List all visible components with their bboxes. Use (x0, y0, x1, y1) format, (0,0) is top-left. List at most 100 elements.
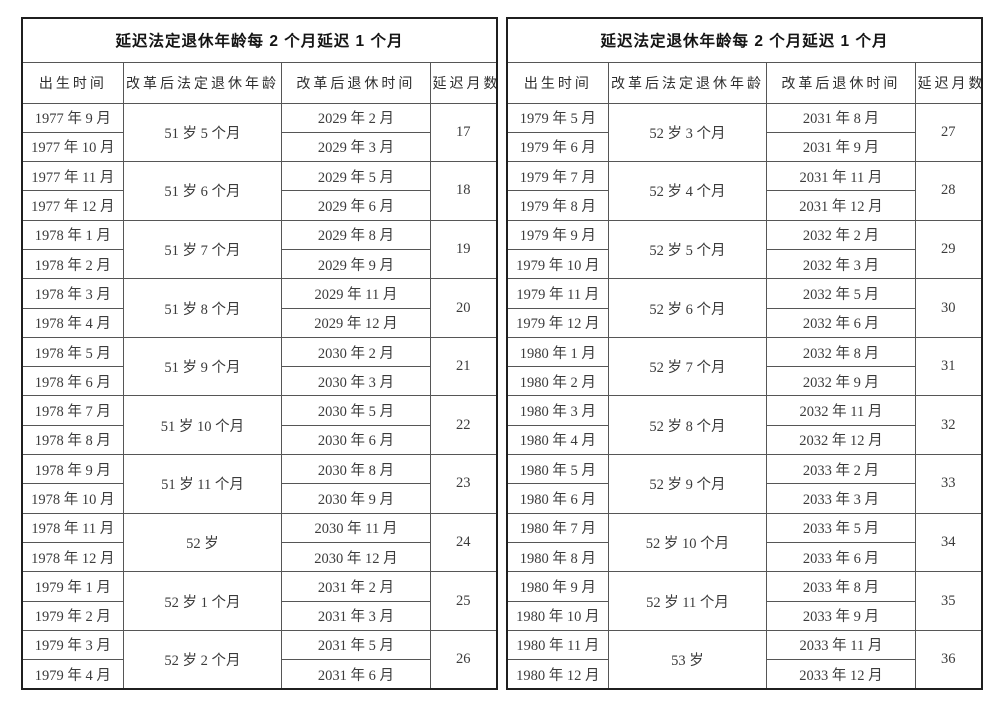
table-row: 1978 年 8 月 2030 年 6 月 (21, 424, 497, 456)
birth-month-cell: 1979 年 10 月 (506, 248, 609, 280)
delay-months-cell: 20 (429, 278, 498, 338)
table-row: 1980 年 4 月 2032 年 12 月 (506, 424, 982, 456)
retirement-age-cell: 52 岁 8 个月 (607, 395, 768, 456)
col-header-post-reform-statutory-age: 改革后法定退休年龄 (122, 61, 283, 104)
retirement-date-cell: 2029 年 12 月 (281, 307, 431, 338)
birth-month-cell: 1978 年 6 月 (21, 366, 124, 397)
column-header-row: 出生时间 改革后法定退休年龄 改革后退休时间 延迟月数 (21, 61, 498, 104)
retirement-age-cell: 51 岁 9 个月 (122, 336, 283, 397)
retirement-age-cell: 52 岁 9 个月 (607, 454, 768, 514)
table-row: 1977 年 11 月 51 岁 6 个月 2029 年 5 月 18 (21, 161, 498, 221)
birth-month-cell: 1979 年 9 月 (506, 219, 609, 250)
table-row: 1978 年 10 月 2030 年 9 月 (21, 483, 497, 514)
delay-months-cell: 18 (429, 161, 498, 221)
retirement-date-cell: 2030 年 11 月 (281, 512, 431, 543)
retirement-date-cell: 2029 年 8 月 (281, 219, 431, 250)
table-row: 1977 年 10 月 2029 年 3 月 (21, 131, 497, 163)
retirement-age-cell: 52 岁 2 个月 (122, 629, 283, 690)
birth-month-cell: 1979 年 1 月 (21, 571, 124, 602)
retirement-date-cell: 2029 年 6 月 (281, 190, 431, 221)
table-row: 1980 年 7 月 52 岁 10 个月 2033 年 5 月 34 (506, 512, 983, 573)
retirement-date-cell: 2031 年 11 月 (766, 161, 916, 192)
retirement-date-cell: 2031 年 6 月 (281, 659, 431, 690)
birth-month-cell: 1978 年 12 月 (21, 541, 124, 573)
col-header-post-reform-retirement-time: 改革后退休时间 (766, 61, 916, 104)
table-row: 1978 年 2 月 2029 年 9 月 (21, 248, 497, 280)
delay-months-cell: 26 (429, 629, 498, 690)
retirement-date-cell: 2033 年 3 月 (766, 483, 916, 514)
retirement-age-cell: 52 岁 (122, 512, 283, 573)
table-row: 1980 年 11 月 53 岁 2033 年 11 月 36 (506, 629, 983, 690)
delay-months-cell: 28 (914, 161, 983, 221)
retirement-age-cell: 52 岁 5 个月 (607, 219, 768, 280)
table-row: 1979 年 9 月 52 岁 5 个月 2032 年 2 月 29 (506, 219, 983, 280)
retirement-date-cell: 2030 年 5 月 (281, 395, 431, 426)
delay-months-cell: 34 (914, 512, 983, 573)
birth-month-cell: 1979 年 3 月 (21, 629, 124, 661)
retirement-date-cell: 2032 年 12 月 (766, 424, 916, 456)
table-row: 1980 年 6 月 2033 年 3 月 (506, 483, 982, 514)
retirement-date-cell: 2031 年 9 月 (766, 131, 916, 163)
retirement-date-cell: 2030 年 6 月 (281, 424, 431, 456)
table-row: 1978 年 12 月 2030 年 12 月 (21, 541, 497, 573)
retirement-table-left: 延迟法定退休年龄每 2 个月延迟 1 个月 出生时间 改革后法定退休年龄 改革后… (21, 17, 498, 690)
birth-month-cell: 1977 年 9 月 (21, 102, 124, 133)
col-header-delay-months: 延迟月数 (429, 61, 498, 104)
retirement-date-cell: 2031 年 8 月 (766, 102, 916, 133)
birth-month-cell: 1977 年 11 月 (21, 161, 124, 192)
birth-month-cell: 1979 年 11 月 (506, 278, 609, 309)
delay-months-cell: 23 (429, 454, 498, 514)
table-row: 1978 年 7 月 51 岁 10 个月 2030 年 5 月 22 (21, 395, 498, 456)
retirement-date-cell: 2032 年 6 月 (766, 307, 916, 338)
delay-months-cell: 22 (429, 395, 498, 456)
table-row: 1978 年 1 月 51 岁 7 个月 2029 年 8 月 19 (21, 219, 498, 280)
retirement-date-cell: 2030 年 2 月 (281, 336, 431, 368)
birth-month-cell: 1980 年 10 月 (506, 600, 609, 631)
birth-month-cell: 1980 年 12 月 (506, 659, 609, 690)
retirement-age-cell: 52 岁 10 个月 (607, 512, 768, 573)
retirement-date-cell: 2032 年 2 月 (766, 219, 916, 250)
col-header-birth-time: 出生时间 (506, 61, 609, 104)
col-header-post-reform-retirement-time: 改革后退休时间 (281, 61, 431, 104)
birth-month-cell: 1980 年 9 月 (506, 571, 609, 602)
table-row: 1980 年 9 月 52 岁 11 个月 2033 年 8 月 35 (506, 571, 983, 631)
birth-month-cell: 1978 年 11 月 (21, 512, 124, 543)
birth-month-cell: 1978 年 4 月 (21, 307, 124, 338)
retirement-date-cell: 2029 年 3 月 (281, 131, 431, 163)
col-header-delay-months: 延迟月数 (914, 61, 983, 104)
retirement-date-cell: 2029 年 11 月 (281, 278, 431, 309)
table-row: 1978 年 5 月 51 岁 9 个月 2030 年 2 月 21 (21, 336, 498, 397)
col-header-post-reform-statutory-age: 改革后法定退休年龄 (607, 61, 768, 104)
birth-month-cell: 1980 年 6 月 (506, 483, 609, 514)
retirement-age-cell: 52 岁 1 个月 (122, 571, 283, 631)
delay-months-cell: 32 (914, 395, 983, 456)
retirement-date-cell: 2033 年 12 月 (766, 659, 916, 690)
table-row: 1980 年 3 月 52 岁 8 个月 2032 年 11 月 32 (506, 395, 983, 456)
birth-month-cell: 1979 年 4 月 (21, 659, 124, 690)
table-body-left: 1977 年 9 月 51 岁 5 个月 2029 年 2 月 17 1977 年 10… (21, 102, 498, 690)
birth-month-cell: 1979 年 12 月 (506, 307, 609, 338)
birth-month-cell: 1980 年 7 月 (506, 512, 609, 543)
retirement-date-cell: 2030 年 8 月 (281, 454, 431, 485)
birth-month-cell: 1978 年 8 月 (21, 424, 124, 456)
retirement-age-cell: 52 岁 7 个月 (607, 336, 768, 397)
birth-month-cell: 1980 年 11 月 (506, 629, 609, 661)
birth-month-cell: 1977 年 12 月 (21, 190, 124, 221)
tables-container: 延迟法定退休年龄每 2 个月延迟 1 个月 出生时间 改革后法定退休年龄 改革后… (21, 17, 983, 690)
table-title-row: 延迟法定退休年龄每 2 个月延迟 1 个月 (21, 17, 498, 63)
retirement-age-cell: 51 岁 7 个月 (122, 219, 283, 280)
retirement-date-cell: 2033 年 2 月 (766, 454, 916, 485)
birth-month-cell: 1979 年 8 月 (506, 190, 609, 221)
retirement-age-cell: 52 岁 4 个月 (607, 161, 768, 221)
birth-month-cell: 1977 年 10 月 (21, 131, 124, 163)
table-title: 延迟法定退休年龄每 2 个月延迟 1 个月 (506, 17, 983, 63)
retirement-date-cell: 2031 年 5 月 (281, 629, 431, 661)
table-body-right: 1979 年 5 月 52 岁 3 个月 2031 年 8 月 27 1979 年 6 … (506, 102, 983, 690)
retirement-date-cell: 2032 年 8 月 (766, 336, 916, 368)
retirement-date-cell: 2032 年 11 月 (766, 395, 916, 426)
delay-months-cell: 36 (914, 629, 983, 690)
birth-month-cell: 1978 年 3 月 (21, 278, 124, 309)
table-row: 1979 年 11 月 52 岁 6 个月 2032 年 5 月 30 (506, 278, 983, 338)
birth-month-cell: 1978 年 1 月 (21, 219, 124, 250)
